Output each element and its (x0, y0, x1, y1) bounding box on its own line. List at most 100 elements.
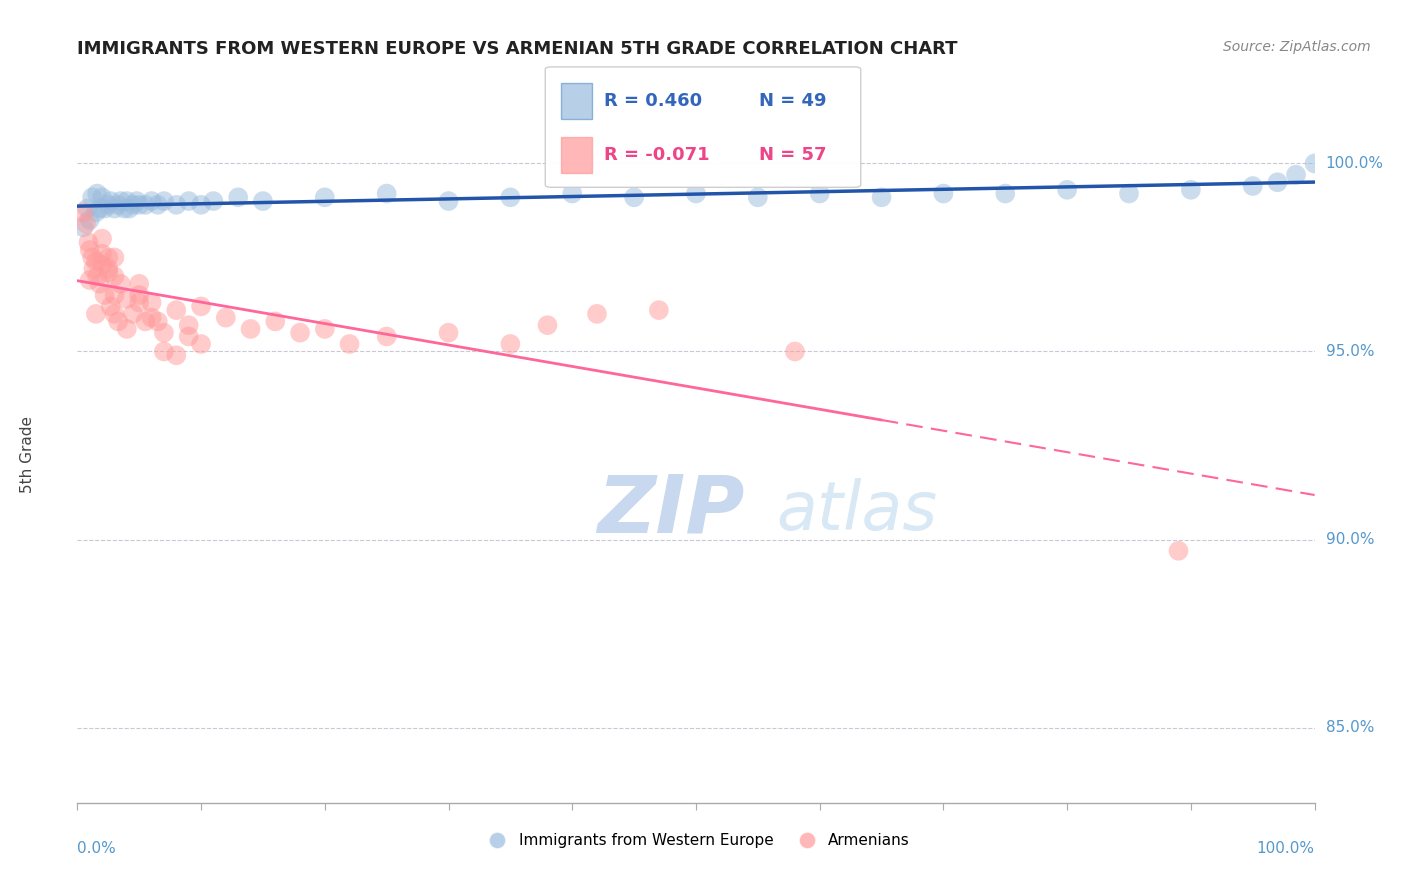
Point (314, 190, 336, 204)
Text: Source: ZipAtlas.com: Source: ZipAtlas.com (1223, 40, 1371, 54)
Point (79, 212, 101, 227)
Text: N = 57: N = 57 (759, 145, 827, 164)
Point (1303, 156, 1326, 170)
Point (84, 307, 107, 321)
Point (103, 288, 125, 302)
Point (1267, 175, 1289, 189)
Point (107, 198, 129, 212)
Point (110, 194, 132, 208)
Point (190, 299, 212, 313)
Point (994, 186, 1017, 201)
Point (153, 344, 176, 359)
Point (91, 232, 114, 246)
Point (239, 322, 262, 336)
Point (93, 202, 115, 216)
Point (177, 194, 200, 208)
Point (202, 194, 225, 208)
Point (561, 186, 583, 201)
Text: N = 49: N = 49 (759, 92, 827, 110)
Point (141, 310, 163, 325)
Point (86, 269, 108, 284)
Point (89, 277, 111, 291)
Text: R = 0.460: R = 0.460 (605, 92, 702, 110)
Point (134, 314, 156, 328)
Point (1118, 186, 1140, 201)
Point (499, 190, 522, 204)
Point (115, 292, 138, 306)
Point (177, 329, 200, 343)
Point (141, 295, 163, 310)
Point (808, 186, 831, 201)
Point (1180, 183, 1202, 197)
Point (215, 310, 238, 325)
Point (100, 194, 122, 208)
Text: R = -0.071: R = -0.071 (605, 145, 710, 164)
Point (499, 337, 522, 351)
Text: 0.0%: 0.0% (77, 841, 117, 856)
Point (76, 202, 98, 216)
Point (128, 198, 150, 212)
Point (141, 194, 163, 208)
Point (783, 344, 806, 359)
Point (165, 348, 187, 362)
Point (1056, 183, 1078, 197)
Text: ZIP: ZIP (598, 472, 744, 549)
Text: 85.0%: 85.0% (1326, 720, 1374, 735)
Text: 100.0%: 100.0% (1257, 841, 1315, 856)
Point (110, 277, 132, 291)
Point (128, 295, 150, 310)
FancyBboxPatch shape (561, 136, 592, 173)
Text: 95.0%: 95.0% (1326, 344, 1374, 359)
Point (226, 190, 249, 204)
Point (77, 235, 100, 250)
Point (128, 288, 150, 302)
Point (747, 190, 769, 204)
Point (153, 326, 176, 340)
Point (134, 198, 156, 212)
Point (97, 266, 120, 280)
Point (165, 198, 187, 212)
Point (1167, 544, 1189, 558)
Point (82, 190, 104, 204)
Point (91, 258, 114, 272)
Point (97, 261, 120, 276)
Point (586, 307, 609, 321)
Point (79, 273, 101, 287)
Point (103, 269, 125, 284)
Point (177, 318, 200, 333)
Point (146, 198, 169, 212)
Point (190, 337, 212, 351)
Point (103, 202, 125, 216)
Text: IMMIGRANTS FROM WESTERN EUROPE VS ARMENIAN 5TH GRADE CORRELATION CHART: IMMIGRANTS FROM WESTERN EUROPE VS ARMENI… (77, 40, 957, 58)
Point (72, 220, 94, 235)
Point (82, 261, 104, 276)
Point (91, 190, 114, 204)
Point (103, 251, 125, 265)
Point (314, 322, 336, 336)
Point (84, 205, 107, 219)
Point (86, 186, 108, 201)
Point (264, 314, 287, 328)
Point (288, 326, 311, 340)
Point (1241, 179, 1264, 194)
Point (375, 186, 398, 201)
Text: atlas: atlas (776, 477, 938, 543)
Point (623, 190, 645, 204)
Point (125, 194, 148, 208)
Point (437, 326, 460, 340)
FancyBboxPatch shape (561, 83, 592, 119)
Point (89, 202, 111, 216)
FancyBboxPatch shape (546, 67, 860, 187)
Text: 5th Grade: 5th Grade (20, 417, 35, 493)
Point (648, 303, 671, 318)
Point (536, 318, 558, 333)
Point (100, 299, 122, 313)
Point (79, 243, 101, 257)
Point (93, 288, 115, 302)
Legend: Immigrants from Western Europe, Armenians: Immigrants from Western Europe, Armenian… (475, 827, 917, 855)
Point (115, 322, 138, 336)
Point (112, 202, 135, 216)
Point (932, 186, 955, 201)
Point (128, 277, 150, 291)
Point (122, 307, 145, 321)
